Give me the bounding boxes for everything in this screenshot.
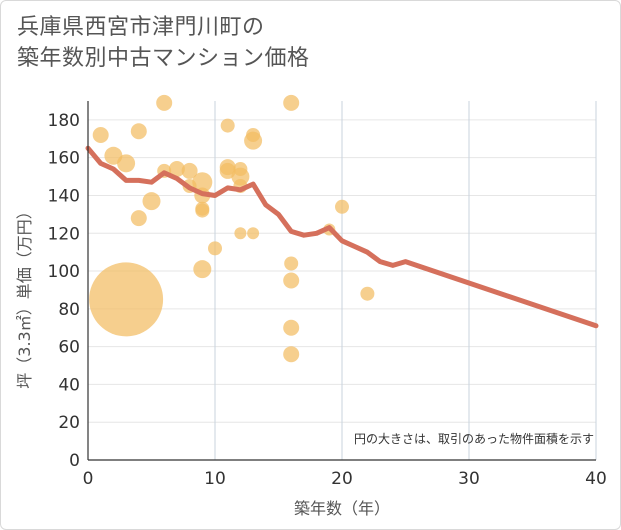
chart-title-line1: 兵庫県西宮市津門川町の bbox=[17, 15, 265, 40]
y-tick-label: 180 bbox=[48, 111, 80, 131]
axes bbox=[87, 101, 596, 461]
bubble-point bbox=[168, 161, 185, 178]
x-axis-title: 築年数（年） bbox=[294, 499, 390, 518]
y-tick-labels: 0 20 40 60 80 100 120 140 160 180 bbox=[48, 111, 80, 471]
bubble-point bbox=[142, 192, 161, 211]
bubble-point bbox=[283, 94, 300, 111]
x-tick-label: 20 bbox=[331, 469, 353, 489]
bubble-point bbox=[92, 127, 109, 144]
y-tick-label: 160 bbox=[48, 149, 80, 169]
bubble-point bbox=[247, 227, 260, 240]
x-tick-label: 10 bbox=[204, 469, 226, 489]
bubble-point bbox=[283, 272, 300, 289]
y-axis-title: 坪（3.3㎡）単価（万円） bbox=[15, 203, 34, 388]
y-tick-label: 40 bbox=[58, 375, 80, 395]
bubble-point bbox=[284, 256, 299, 271]
size-note: 円の大きさは、取引のあった物件面積を示す bbox=[354, 431, 594, 446]
bubble-point bbox=[89, 262, 164, 337]
chart-title: 兵庫県西宮市津門川町の 築年数別中古マンション価格 bbox=[17, 12, 577, 74]
bubble-point bbox=[244, 131, 263, 150]
y-tick-label: 120 bbox=[48, 224, 80, 244]
x-tick-label: 30 bbox=[458, 469, 480, 489]
x-tick-labels: 0 10 20 30 40 bbox=[83, 469, 607, 489]
bubble-point bbox=[360, 286, 375, 301]
grid-lines bbox=[88, 101, 597, 460]
y-tick-label: 100 bbox=[48, 262, 80, 282]
y-tick-label: 80 bbox=[58, 300, 80, 320]
bubble-point bbox=[117, 154, 136, 173]
bubble-point bbox=[208, 241, 222, 256]
bubble-point bbox=[283, 319, 300, 336]
bubble-point bbox=[195, 203, 210, 218]
bubble-point bbox=[234, 227, 247, 240]
bubble-point bbox=[193, 260, 212, 279]
y-tick-label: 60 bbox=[58, 338, 80, 358]
x-tick-label: 0 bbox=[83, 469, 94, 489]
bubble-point bbox=[181, 162, 198, 179]
chart-title-line2: 築年数別中古マンション価格 bbox=[17, 46, 310, 71]
bubble-point bbox=[130, 123, 147, 140]
y-tick-label: 0 bbox=[69, 451, 80, 471]
bubble-point bbox=[192, 172, 213, 193]
y-tick-label: 20 bbox=[58, 413, 80, 433]
bubble-point bbox=[220, 118, 235, 133]
bubble-point bbox=[283, 346, 300, 363]
y-tick-label: 140 bbox=[48, 186, 80, 206]
bubble-point bbox=[335, 199, 349, 214]
trend-series bbox=[85, 145, 599, 329]
bubble-point bbox=[156, 94, 173, 111]
x-tick-label: 40 bbox=[585, 469, 607, 489]
trend-line bbox=[85, 145, 599, 329]
bubble-point bbox=[130, 210, 147, 227]
